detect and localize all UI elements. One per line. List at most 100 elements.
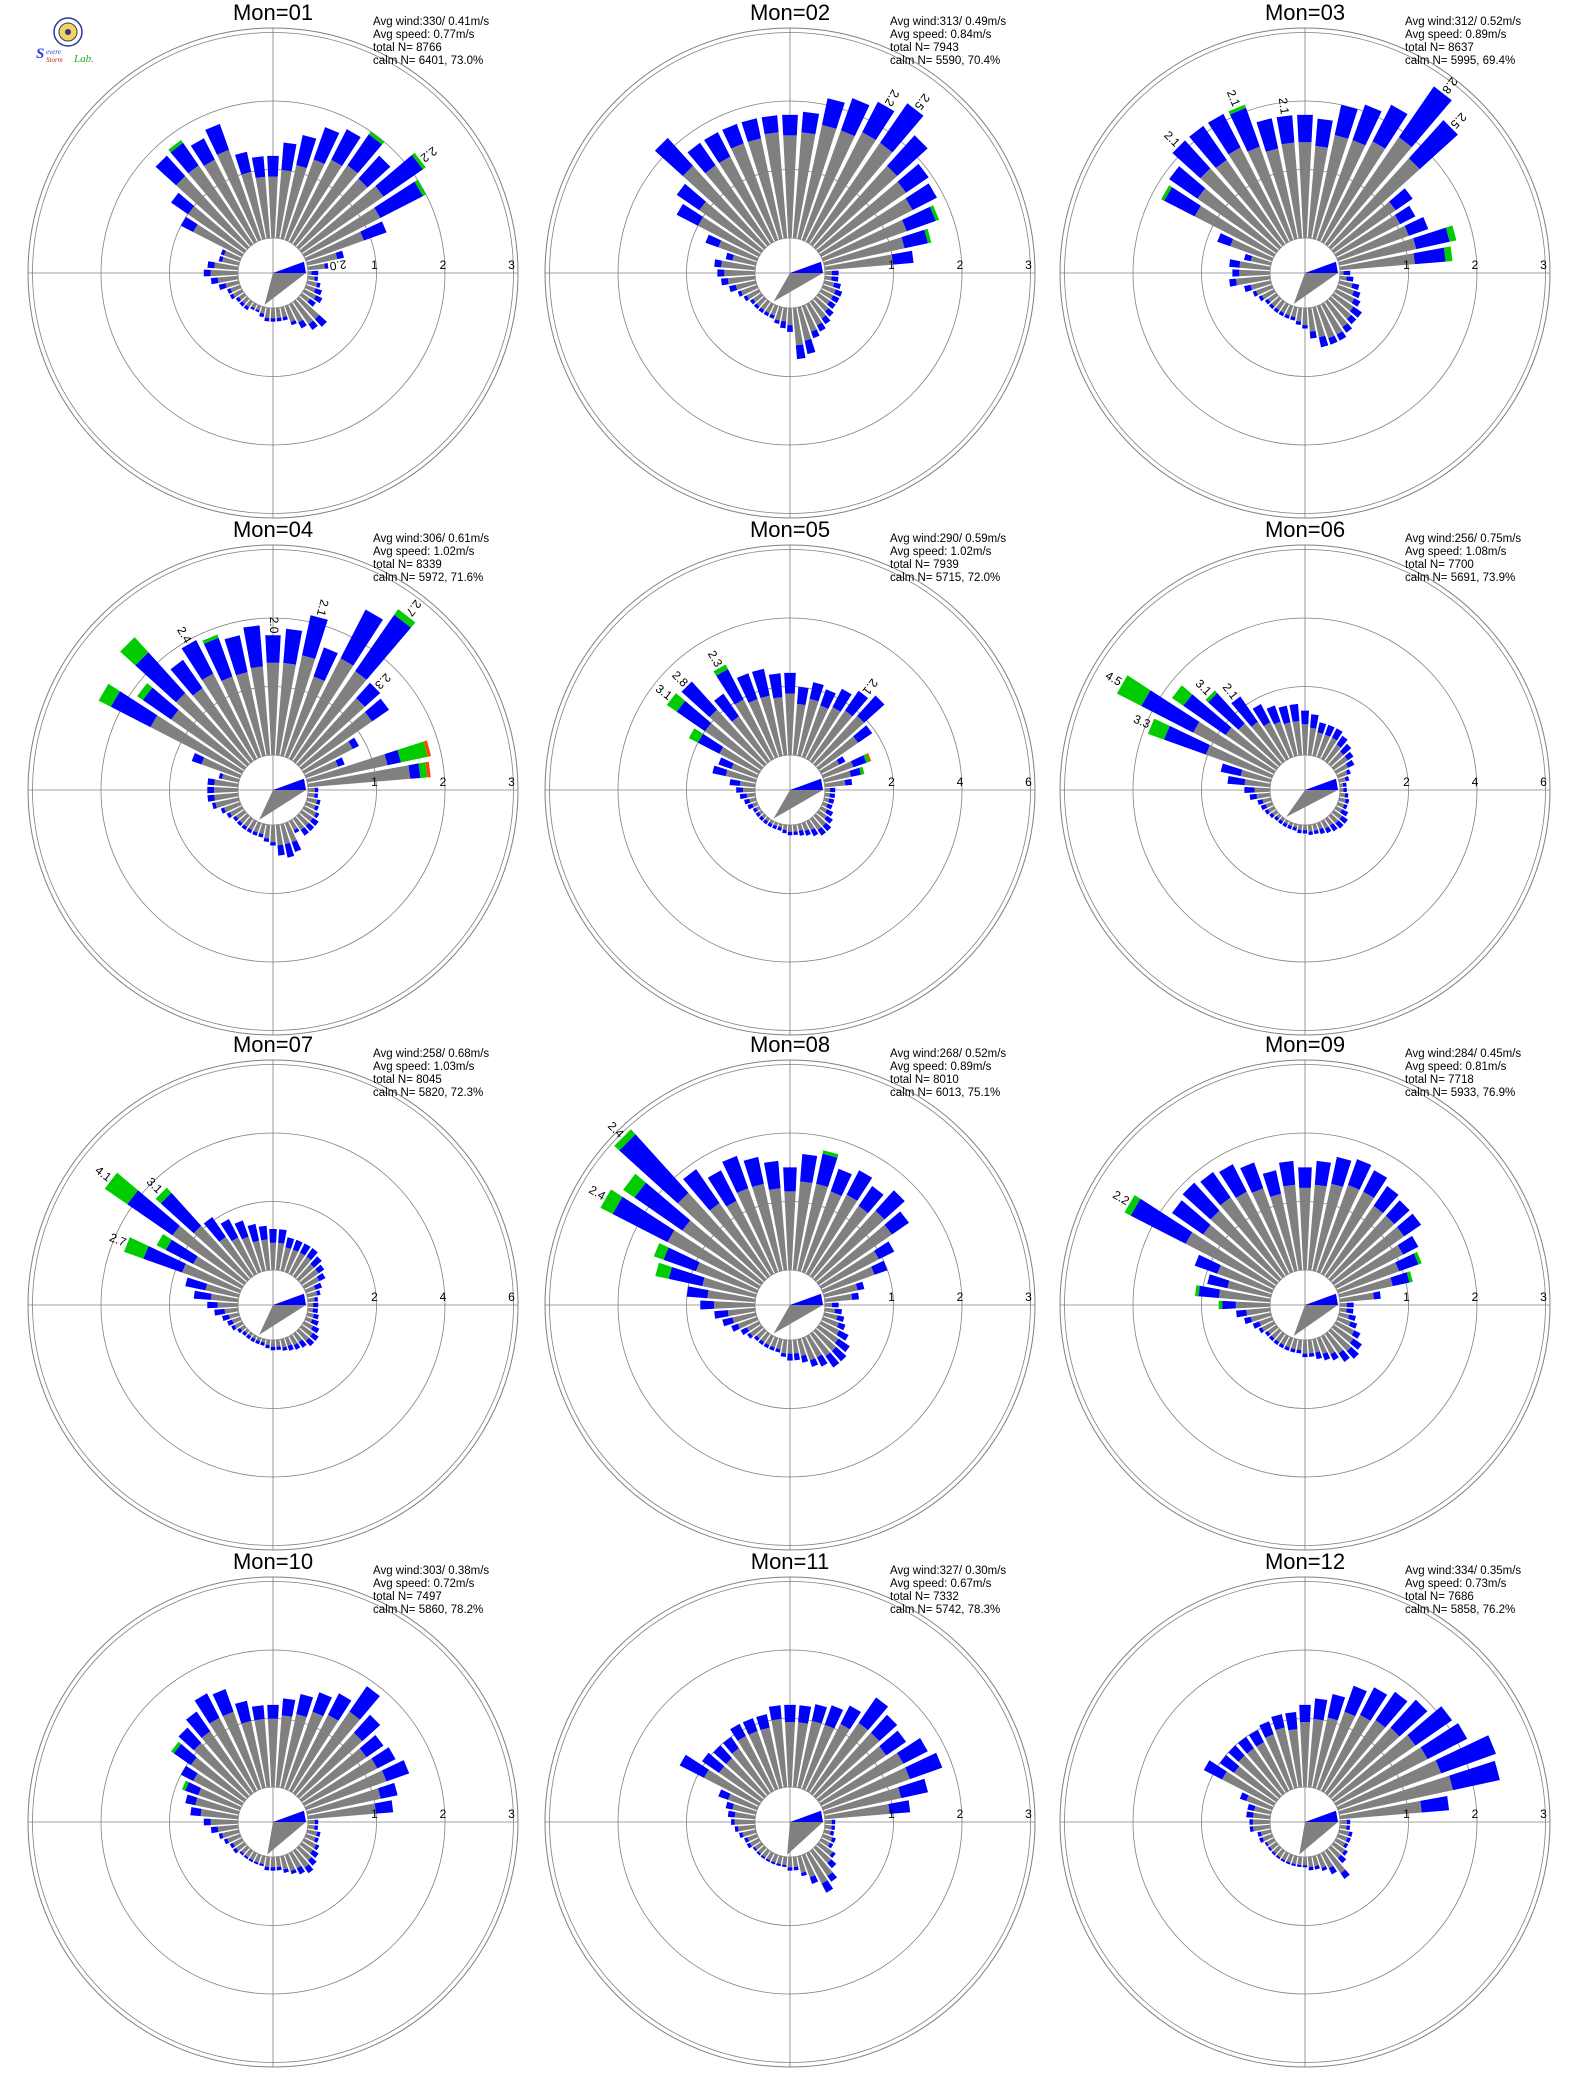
bar-gray (1265, 148, 1298, 240)
bar-gray (289, 819, 298, 831)
bar-gray (754, 1841, 764, 1850)
bar-gray (792, 1181, 813, 1271)
bar-gray (302, 1276, 320, 1289)
bar-gray (732, 1803, 757, 1815)
bar-gray (816, 1324, 839, 1344)
bar-gray (253, 821, 262, 833)
bar-gray (1222, 1771, 1276, 1806)
bar-gray (824, 780, 846, 788)
panel-title: Mon=10 (233, 1549, 313, 1574)
bar-blue (218, 1833, 224, 1839)
bar-gray (238, 292, 247, 301)
bar-gray (172, 1225, 247, 1286)
bar-green (368, 131, 385, 145)
bar-gray (821, 1833, 833, 1842)
panel-title: Mon=11 (751, 1549, 829, 1574)
bar-blue (299, 1243, 311, 1256)
bar-gray (289, 1851, 302, 1869)
bar-gray (182, 1263, 242, 1294)
calm-sector (1293, 273, 1338, 304)
stat-line: Avg wind:268/ 0.52m/s (890, 1048, 1006, 1060)
bar-blue (809, 682, 824, 702)
bar-blue (282, 1346, 288, 1351)
bar-gray (797, 1338, 806, 1356)
bar-gray (1269, 1841, 1279, 1850)
bar-blue (142, 687, 179, 720)
bar-green (653, 1243, 669, 1260)
bar-gray (284, 1249, 299, 1274)
bar-gray (813, 1210, 885, 1282)
bar-blue (355, 614, 411, 680)
bar-gray (225, 280, 240, 288)
bar-gray (1338, 1312, 1350, 1319)
bar-gray (1340, 788, 1344, 792)
bar-blue (253, 1861, 259, 1865)
bar-gray (746, 289, 761, 300)
bar-gray (245, 1848, 254, 1858)
bar-gray (749, 1324, 764, 1337)
bar-blue (302, 615, 328, 659)
bar-gray (1254, 1806, 1272, 1815)
bar-gray (824, 254, 894, 271)
bar-blue (1390, 1272, 1410, 1287)
bar-blue (758, 1339, 765, 1346)
ring-label: 2 (1472, 258, 1479, 272)
bar-gray (1261, 289, 1276, 300)
bar-gray (816, 181, 907, 254)
bar-blue (716, 669, 744, 705)
bar-gray (292, 1848, 309, 1868)
bar-blue (1336, 735, 1348, 748)
bar-gray (1239, 269, 1270, 277)
bar-blue (1390, 1699, 1428, 1737)
bar-blue (1310, 714, 1319, 729)
bar-gray (306, 1291, 318, 1298)
bar-gray (1230, 239, 1274, 262)
bar-blue (212, 802, 217, 810)
bar-gray (240, 1324, 247, 1331)
bar-gray (284, 821, 297, 843)
bar-gray (306, 280, 318, 287)
bar-gray (742, 1829, 757, 1837)
bar-gray (231, 1237, 257, 1276)
bar-gray (308, 1819, 315, 1825)
bar-green (713, 664, 728, 676)
bar-blue (310, 1319, 319, 1326)
bar-blue (1291, 1863, 1296, 1867)
bar-blue (1295, 320, 1302, 325)
bar-gray (1280, 302, 1289, 314)
bar-gray (234, 1321, 244, 1329)
bar-gray (239, 813, 250, 824)
bar-gray (782, 1856, 788, 1866)
bar-blue (829, 793, 836, 799)
bar-gray (1331, 201, 1396, 254)
bar-blue (348, 737, 359, 749)
bar-blue (905, 183, 937, 211)
bar-blue (821, 1880, 834, 1893)
bar-gray (217, 1302, 238, 1308)
bar-gray (1238, 723, 1282, 767)
bar-gray (244, 1328, 250, 1334)
bar-gray (1285, 1336, 1294, 1348)
bar-blue (891, 250, 914, 265)
bar-gray (756, 1328, 767, 1339)
bar-blue (830, 1837, 836, 1843)
bar-blue (845, 690, 869, 717)
bar-gray (1312, 732, 1324, 757)
bar-gray (821, 761, 854, 779)
bar-blue (312, 1692, 332, 1717)
bar-gray (1253, 1812, 1271, 1820)
bar-gray (776, 1338, 783, 1350)
bar-gray (254, 1718, 271, 1788)
bar-gray (816, 292, 831, 305)
bar-blue (821, 98, 845, 129)
bar-blue (1273, 307, 1280, 314)
bar-blue (764, 1160, 781, 1190)
bar-blue (258, 833, 264, 838)
bar-gray (280, 655, 316, 757)
bar-gray (764, 132, 788, 239)
bar-gray (1297, 1856, 1303, 1866)
calm-sector-blue (790, 778, 823, 790)
bar-gray (809, 1722, 869, 1796)
ring-label: 2 (957, 1807, 964, 1821)
bar-gray (1312, 1717, 1338, 1789)
